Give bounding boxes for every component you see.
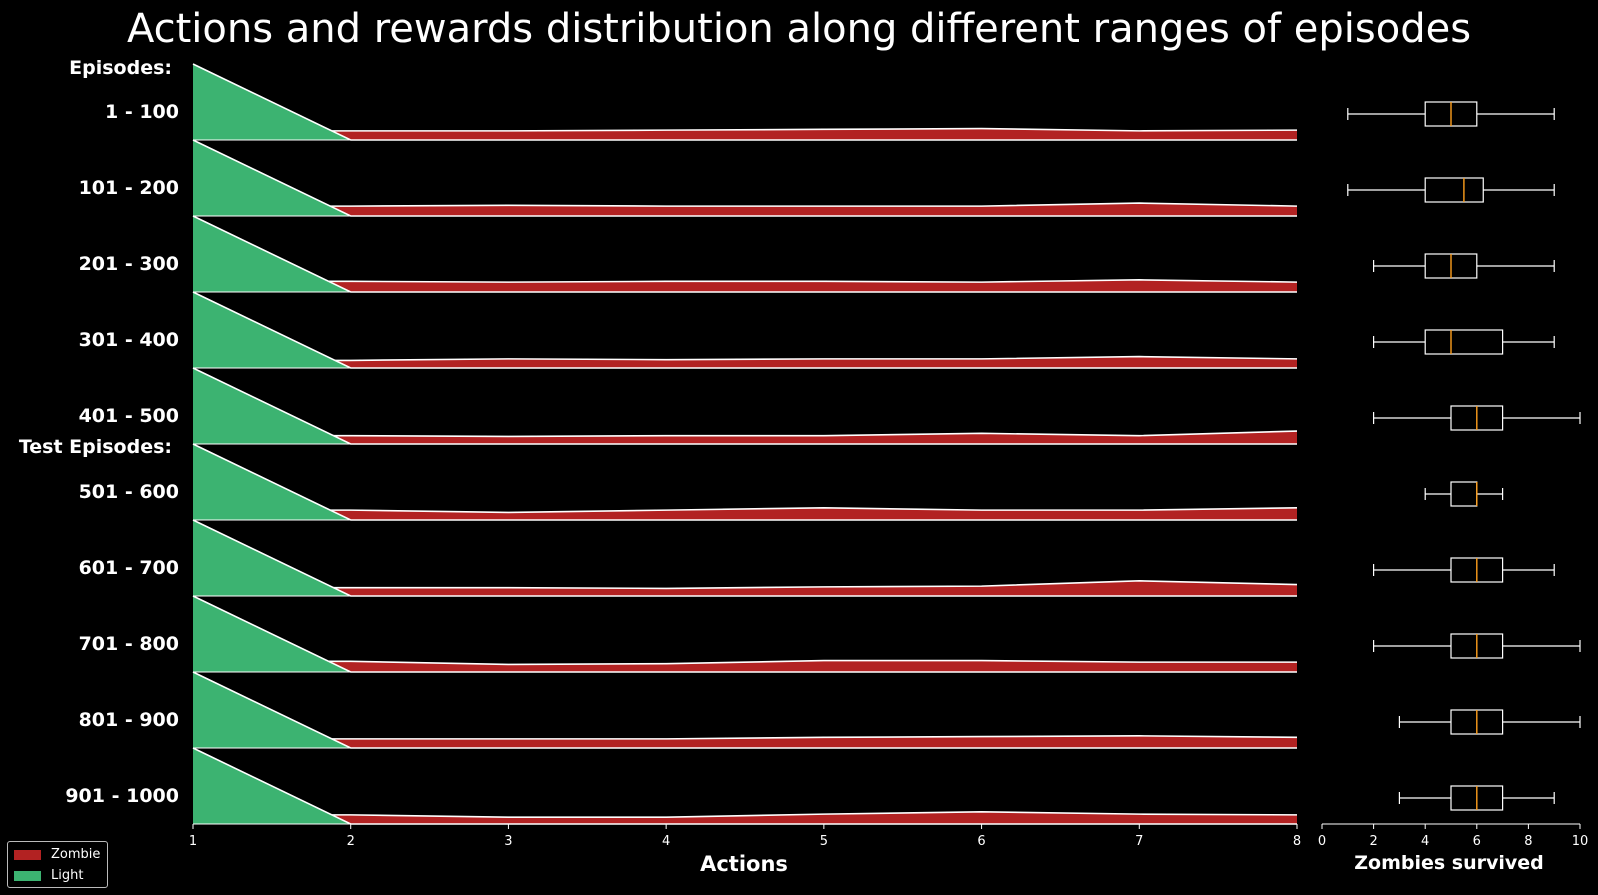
x-tick-label: 6 [977, 834, 985, 849]
legend-item-zombie: Zombie [14, 847, 100, 862]
ridge-row: 801 - 900 [79, 671, 1298, 749]
light-outline [192, 367, 1297, 445]
zombie-outline [193, 127, 1298, 132]
zombies-survived-axis-label: Zombies survived [1354, 852, 1544, 874]
ridge-row: 101 - 200 [79, 139, 1298, 217]
boxplot [1424, 481, 1504, 507]
light-area [193, 520, 1297, 596]
boxplot [1398, 709, 1581, 735]
x-tick-label: 3 [504, 834, 512, 849]
boxplot [1372, 329, 1555, 355]
x-tick-label: 1 [189, 834, 197, 849]
boxplot [1398, 785, 1555, 811]
legend: Zombie Light [7, 841, 108, 888]
row-label: 1 - 100 [105, 101, 179, 123]
ridge-row: 201 - 300 [79, 215, 1298, 293]
box-x-tick-label: 2 [1369, 834, 1377, 849]
legend-item-light: Light [14, 868, 83, 883]
box-x-tick-label: 8 [1524, 834, 1532, 849]
row-label: 601 - 700 [79, 557, 179, 579]
chart-title: Actions and rewards distribution along d… [127, 6, 1471, 52]
zombie-area [193, 811, 1297, 824]
row-label: 201 - 300 [79, 253, 179, 275]
light-swatch [14, 870, 41, 881]
box-iqr [1424, 177, 1484, 203]
light-area [193, 672, 1297, 748]
boxplot [1372, 633, 1581, 659]
test-section-label: Test Episodes: [19, 436, 172, 458]
boxplot-panel [1347, 101, 1581, 811]
boxplot-x-axis: 0 2 4 6 8 10 [1318, 823, 1589, 849]
zombie-outline [193, 355, 1298, 362]
zombie-area [193, 279, 1297, 292]
actions-axis-label: Actions [700, 852, 788, 876]
actions-x-axis: 1 2 3 4 5 6 7 8 [189, 823, 1301, 849]
row-label: 801 - 900 [79, 709, 179, 731]
light-area [193, 444, 1297, 520]
ridge-row: 501 - 600 [79, 443, 1298, 521]
ridge-row: 401 - 500 [79, 367, 1298, 445]
boxplot [1372, 253, 1555, 279]
box-iqr [1424, 329, 1504, 355]
zombie-outline [193, 430, 1298, 438]
x-tick-label: 7 [1135, 834, 1143, 849]
zombie-outline [193, 811, 1298, 818]
light-outline [192, 63, 1297, 141]
zombie-area [193, 203, 1297, 216]
zombie-area [193, 660, 1297, 672]
light-outline [192, 747, 1297, 825]
row-label: 301 - 400 [79, 329, 179, 351]
x-tick-label: 8 [1293, 834, 1301, 849]
ridge-row: 301 - 400 [79, 291, 1298, 369]
zombie-outline [193, 579, 1298, 590]
ridge-row: 601 - 700 [79, 519, 1298, 597]
light-area [193, 140, 1297, 216]
row-label: 901 - 1000 [65, 785, 179, 807]
boxplot [1372, 405, 1581, 431]
boxplot [1347, 101, 1555, 127]
x-tick-label: 5 [820, 834, 828, 849]
ridge-row: 901 - 1000 [65, 747, 1298, 825]
light-area [193, 292, 1297, 368]
box-x-tick-label: 10 [1572, 834, 1589, 849]
light-area [193, 748, 1297, 824]
zombie-area [193, 431, 1297, 444]
light-area [193, 216, 1297, 292]
train-section-label: Episodes: [69, 57, 172, 79]
zombie-outline [193, 659, 1297, 666]
box-x-tick-label: 4 [1421, 834, 1429, 849]
row-label: 401 - 500 [79, 405, 179, 427]
boxplot [1372, 557, 1555, 583]
boxplot [1347, 177, 1555, 203]
legend-label-zombie: Zombie [51, 847, 101, 862]
zombie-area [193, 356, 1297, 368]
box-iqr [1450, 481, 1478, 507]
x-tick-label: 4 [662, 834, 670, 849]
legend-label-light: Light [51, 868, 84, 883]
zombie-outline [193, 279, 1298, 283]
ridge-row: 701 - 800 [79, 595, 1297, 673]
zombie-outline [193, 202, 1298, 207]
zombie-outline [193, 735, 1298, 740]
row-label: 701 - 800 [79, 633, 179, 655]
box-x-tick-label: 6 [1473, 834, 1481, 849]
light-area [193, 596, 1297, 672]
zombie-outline [193, 507, 1298, 514]
ridge-row: 1 - 100 [105, 63, 1298, 141]
ridge-rows: 1 - 100 101 - 200 201 - 300 301 - 400 401 - … [65, 63, 1298, 825]
light-area [193, 368, 1297, 444]
box-x-tick-label: 0 [1318, 834, 1326, 849]
row-label: 101 - 200 [79, 177, 179, 199]
light-area [193, 64, 1297, 140]
light-outline [192, 595, 1297, 673]
row-label: 501 - 600 [79, 481, 179, 503]
zombie-swatch [14, 849, 41, 860]
x-tick-label: 2 [347, 834, 355, 849]
